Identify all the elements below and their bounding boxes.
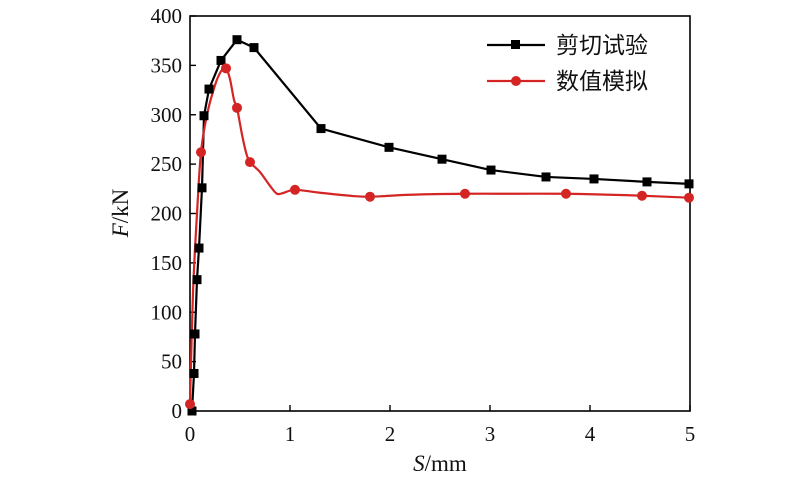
data-point-experiment: [199, 111, 209, 121]
x-tick-label: 2: [385, 422, 396, 446]
data-point-simulation: [196, 147, 206, 158]
data-point-simulation: [221, 63, 231, 74]
data-point-simulation: [232, 102, 242, 113]
data-point-experiment: [194, 243, 204, 253]
legend-marker-experiment: [511, 40, 520, 49]
data-point-experiment: [541, 172, 551, 182]
data-point-simulation: [637, 190, 647, 201]
x-axis-title: S/mm: [413, 451, 467, 476]
y-tick-label: 150: [151, 251, 183, 275]
data-point-experiment: [187, 406, 197, 416]
legend-label-experiment: 剪切试验: [556, 33, 648, 59]
data-point-experiment: [249, 43, 259, 53]
y-tick-label: 300: [151, 103, 183, 127]
data-point-experiment: [486, 165, 496, 175]
legend-item-simulation: 数值模拟: [487, 69, 648, 95]
series-line-simulation: [188, 66, 690, 405]
data-point-simulation: [365, 191, 375, 202]
data-point-experiment: [437, 154, 447, 164]
y-axis-ticks: 0 50 100 150 200 250 300 350 400: [151, 4, 196, 423]
x-tick-label: 3: [485, 422, 496, 446]
data-point-simulation: [290, 184, 300, 195]
x-tick-label: 0: [185, 422, 196, 446]
legend-marker-simulation: [511, 76, 521, 86]
x-tick-label: 1: [285, 422, 296, 446]
data-point-simulation: [684, 192, 694, 203]
y-axis-var: F: [108, 222, 133, 238]
y-tick-label: 250: [151, 152, 183, 176]
data-point-experiment: [589, 174, 599, 184]
data-point-experiment: [204, 84, 214, 94]
x-tick-label: 5: [685, 422, 696, 446]
data-point-experiment: [384, 142, 394, 152]
y-tick-label: 50: [161, 350, 182, 374]
series-line-experiment: [190, 38, 690, 412]
data-point-experiment: [216, 55, 226, 65]
data-point-simulation: [185, 399, 195, 410]
data-point-simulation: [561, 188, 571, 199]
data-point-experiment: [684, 179, 694, 189]
legend-label-simulation: 数值模拟: [556, 69, 648, 95]
data-point-experiment: [190, 329, 200, 339]
data-point-simulation: [460, 188, 470, 199]
data-point-experiment: [232, 35, 242, 45]
data-point-experiment: [192, 275, 202, 285]
data-point-experiment: [642, 177, 652, 187]
y-axis-unit: /kN: [108, 188, 133, 223]
data-point-experiment: [189, 368, 199, 378]
y-tick-label: 400: [151, 4, 183, 28]
y-axis-title: F/kN: [108, 188, 133, 238]
legend: 剪切试验 数值模拟: [487, 33, 648, 95]
y-tick-label: 100: [151, 300, 183, 324]
x-axis-unit: /mm: [425, 451, 467, 476]
x-tick-label: 4: [585, 422, 596, 446]
x-axis-var: S: [413, 451, 425, 476]
y-tick-label: 0: [172, 399, 183, 423]
y-tick-label: 200: [151, 202, 183, 226]
series-layer: [185, 35, 694, 416]
data-point-experiment: [316, 124, 326, 134]
legend-item-experiment: 剪切试验: [487, 33, 648, 59]
y-tick-label: 350: [151, 53, 183, 77]
data-point-experiment: [197, 183, 207, 193]
data-point-simulation: [245, 157, 255, 168]
